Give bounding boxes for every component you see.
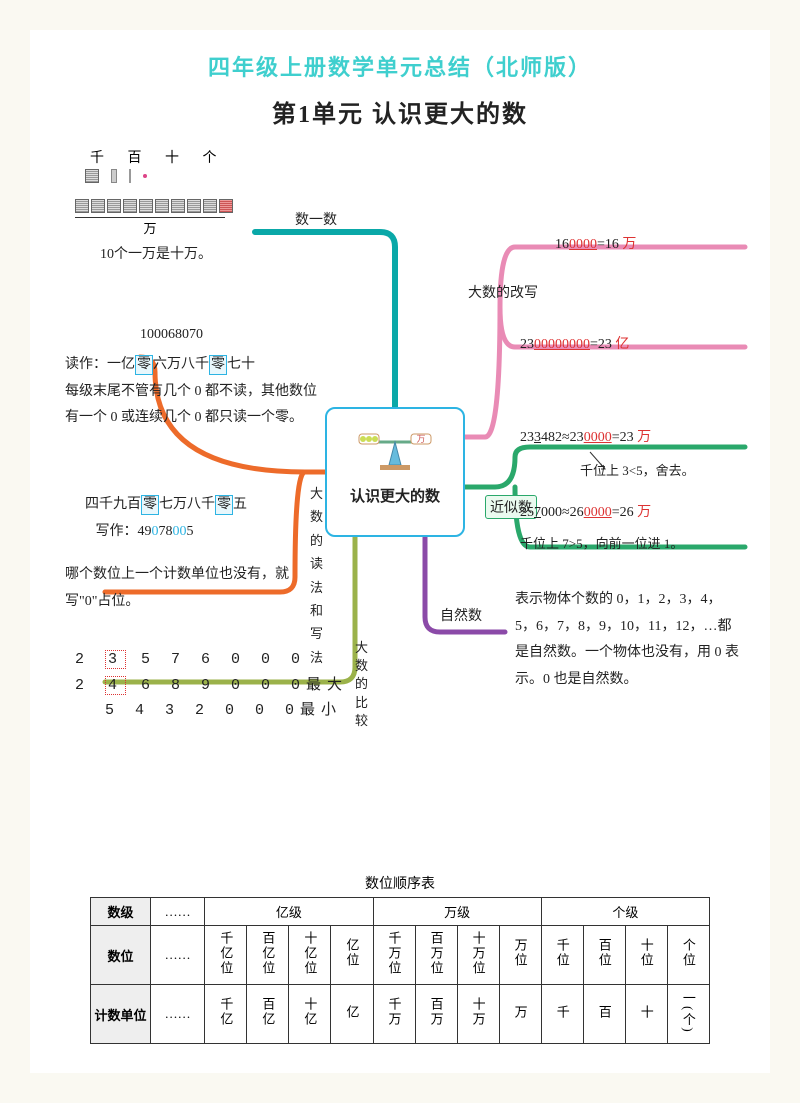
- compare-digits: 2 3 5 7 6 0 0 0 2 4 6 8 9 0 0 0最大 5 4 3 …: [75, 647, 348, 724]
- table-row: 数级 …… 亿级 万级 个级: [91, 898, 710, 926]
- mindmap-canvas: 千 百 十 个 万 10个一万是十万。 数一数 大数的改写 近似数 自然数 大数…: [45, 147, 755, 867]
- table-row: 计数单位 …… 千亿 百亿 十亿 亿 千万 百万 十万 万 千 百 十 一(个): [91, 985, 710, 1044]
- pv-table-wrap: 数位顺序表 数级 …… 亿级 万级 个级 数位 …… 千亿位 百亿位 十亿位 亿…: [45, 873, 755, 1044]
- branch-rewrite: 大数的改写: [468, 282, 538, 302]
- branch-readwrite: 大数的读法和写法: [310, 482, 324, 669]
- pv-header: 千 百 十 个: [90, 147, 227, 167]
- write-rule: 哪个数位上一个计数单位也没有，就写"0"占位。: [65, 562, 305, 615]
- branch-natural: 自然数: [440, 605, 482, 625]
- rewrite1: 160000=16 万: [555, 232, 636, 259]
- sub-title: 第1单元 认识更大的数: [45, 94, 755, 129]
- main-title: 四年级上册数学单元总结（北师版）: [45, 50, 755, 82]
- wan-blocks: 万: [75, 197, 235, 237]
- scale-icon: 万: [327, 417, 463, 477]
- approx1: 233482≈230000=23 万: [520, 427, 760, 449]
- read-text: 读作：一亿零六万八千零七十 每级末尾不管有几个 0 都不读，其他数位有一个 0 …: [65, 352, 325, 432]
- write-text: 四千九百零七万八千零五 写作：49078005: [85, 492, 305, 545]
- svg-text:万: 万: [416, 434, 425, 444]
- pv-icons: [85, 167, 147, 185]
- branch-count: 数一数: [295, 209, 337, 229]
- read-num: 100068070: [140, 322, 203, 349]
- natural-text: 表示物体个数的 0，1，2，3，4，5，6，7，8，9，10，11，12，…都是…: [515, 587, 740, 693]
- approx1-note: 千位上 3<5，舍去。: [580, 459, 695, 484]
- center-node: 万 认识更大的数: [325, 407, 465, 537]
- pv-table-title: 数位顺序表: [45, 873, 755, 893]
- center-label: 认识更大的数: [327, 485, 463, 506]
- table-row: 数位 …… 千亿位 百亿位 十亿位 亿位 千万位 百万位 十万位 万位 千位 百…: [91, 926, 710, 985]
- wan-fact: 10个一万是十万。: [100, 242, 212, 269]
- approx2: 257000≈260000=26 万: [520, 502, 760, 524]
- branch-compare: 大数的比较: [355, 639, 369, 730]
- pv-table: 数级 …… 亿级 万级 个级 数位 …… 千亿位 百亿位 十亿位 亿位 千万位 …: [90, 897, 710, 1044]
- rewrite2: 2300000000=23 亿: [520, 332, 629, 359]
- approx2-note: 千位上 7>5，向前一位进 1。: [520, 532, 683, 557]
